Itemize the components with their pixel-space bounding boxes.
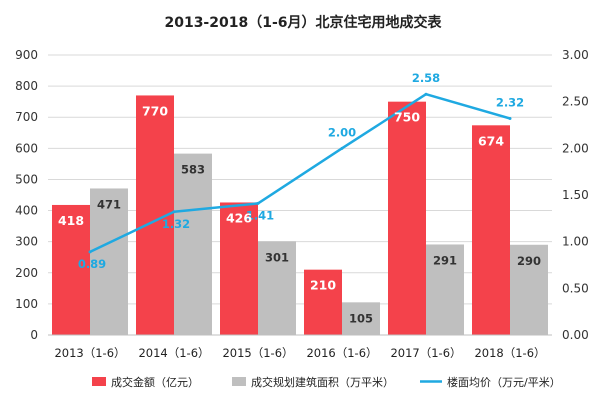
left-tick-label: 200	[15, 266, 38, 280]
left-tick-label: 300	[15, 235, 38, 249]
price-point	[172, 210, 176, 214]
price-line	[89, 92, 511, 254]
bar-area	[426, 244, 464, 335]
right-axis: 0.00 0.50 1.00 1.50 2.00 2.50 3.00	[562, 48, 589, 342]
left-tick-label: 700	[15, 110, 38, 124]
gridlines	[48, 54, 552, 305]
left-tick-label: 500	[15, 172, 38, 186]
x-tick-label: 2015（1-6）	[222, 346, 293, 360]
line-series: 0.89 1.32 1.41 2.00 2.58 2.32	[78, 71, 524, 271]
right-tick-label: 2.50	[562, 95, 589, 109]
right-tick-label: 1.00	[562, 235, 589, 249]
bar-value-label: 291	[433, 253, 457, 267]
legend-label: 成交金额（亿元）	[111, 375, 199, 389]
x-tick-label: 2017（1-6）	[390, 346, 461, 360]
bar-value-label: 770	[142, 103, 168, 118]
price-label: 1.32	[162, 217, 190, 231]
left-tick-label: 100	[15, 297, 38, 311]
right-tick-label: 1.50	[562, 188, 589, 202]
left-axis: 0 100 200 300 400 500 600 700 800 900	[15, 48, 38, 342]
price-point	[340, 146, 344, 150]
left-tick-label: 0	[30, 328, 38, 342]
left-tick-label: 800	[15, 79, 38, 93]
x-tick-label: 2014（1-6）	[138, 346, 209, 360]
bar-value-label: 583	[181, 163, 205, 177]
bar-value-label: 750	[394, 110, 420, 125]
bar-value-label: 290	[517, 254, 541, 268]
legend-label: 楼面均价（万元/平米）	[447, 375, 561, 389]
bar-amount	[52, 204, 90, 335]
left-tick-label: 900	[15, 48, 38, 62]
legend-swatch	[232, 377, 246, 386]
bar-area	[90, 188, 128, 335]
x-tick-label: 2016（1-6）	[306, 346, 377, 360]
bar-area	[258, 241, 296, 335]
legend-swatch	[92, 377, 106, 386]
bar-value-label: 426	[226, 210, 252, 225]
chart-title: 2013-2018（1-6月）北京住宅用地成交表	[164, 14, 442, 31]
bars	[52, 95, 548, 336]
price-point	[88, 250, 92, 254]
price-point	[508, 116, 512, 120]
bar-value-label: 210	[310, 278, 336, 293]
bar-area	[510, 244, 548, 335]
bar-amount	[220, 202, 258, 335]
bar-amount	[472, 125, 510, 335]
bar-value-label: 301	[265, 250, 289, 264]
right-tick-label: 0.00	[562, 328, 589, 342]
bar-value-label: 471	[97, 197, 121, 211]
left-tick-label: 600	[15, 141, 38, 155]
x-tick-label: 2013（1-6）	[54, 346, 125, 360]
x-axis: 2013（1-6） 2014（1-6） 2015（1-6） 2016（1-6） 2017…	[48, 334, 552, 360]
legend: 成交金额（亿元） 成交规划建筑面积（万平米） 楼面均价（万元/平米）	[92, 375, 561, 389]
bar-amount	[304, 269, 342, 335]
price-label: 2.32	[496, 95, 524, 109]
bar-value-label: 105	[349, 311, 373, 325]
bar-area	[174, 153, 212, 335]
bar-value-label: 674	[478, 133, 504, 148]
left-tick-label: 400	[15, 204, 38, 218]
price-label: 0.89	[78, 257, 106, 271]
right-tick-label: 3.00	[562, 48, 589, 62]
bar-amount	[388, 101, 426, 336]
price-label: 1.41	[246, 208, 274, 222]
x-tick-label: 2018（1-6）	[474, 346, 545, 360]
right-tick-label: 2.00	[562, 141, 589, 155]
bar-labels: 418 471 770 583 426 301 210 105 750 291 674 290	[58, 103, 541, 325]
price-label: 2.58	[412, 71, 440, 85]
price-point	[424, 92, 428, 96]
bar-area	[342, 302, 380, 335]
right-tick-label: 0.50	[562, 281, 589, 295]
bar-value-label: 418	[58, 213, 84, 228]
legend-label: 成交规划建筑面积（万平米）	[251, 375, 394, 389]
price-label: 2.00	[328, 125, 356, 139]
price-point	[256, 201, 260, 205]
